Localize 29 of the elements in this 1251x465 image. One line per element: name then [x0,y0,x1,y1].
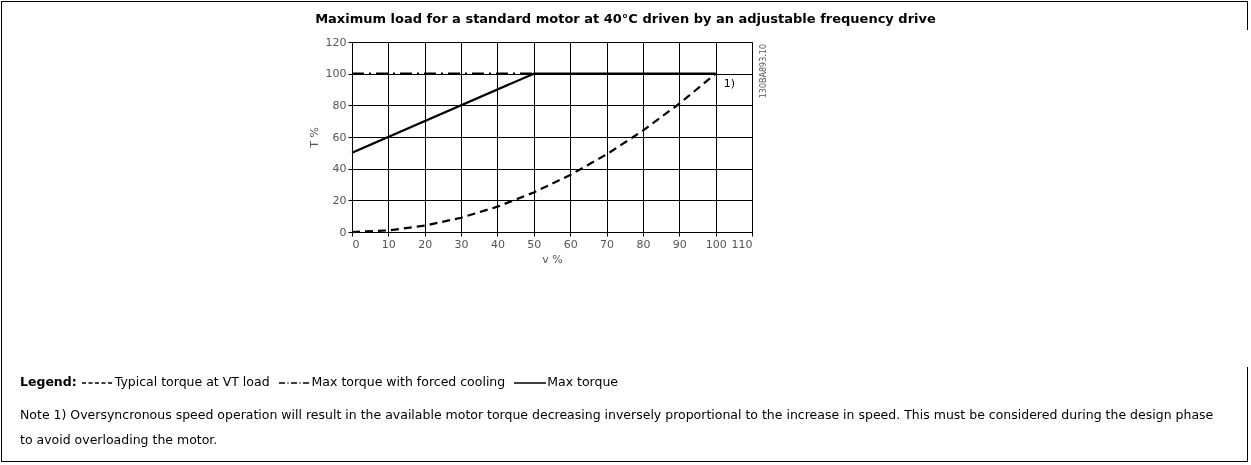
x-tick-label: 60 [563,237,578,251]
x-tick-label: 70 [600,237,615,251]
y-tick-label: 120 [325,35,347,49]
x-tick-label: 10 [381,237,396,251]
y-tick-label: 80 [332,98,347,112]
y-axis-title: T % [307,127,321,149]
x-axis-title: v % [542,252,563,266]
x-tick-label: 110 [731,237,753,251]
x-tick-label: 0 [352,237,360,251]
x-tick-label: 80 [636,237,651,251]
text: 130BA893.10 [759,44,768,99]
y-tick-label: 100 [325,67,347,81]
chart-title: Maximum load for a standard motor at 40°C driven by an adjustable frequency drive [314,11,937,26]
y-tick-label: 60 [332,130,347,144]
x-tick-label: 50 [527,237,542,251]
text: Note 1) Oversyncronous speed operation will result in the available motor torque decreasing inversely proportional to the increase in speed. This must be considered during the design phase to avoid overloading the motor. [20,406,1215,449]
x-tick-label: 100 [705,237,727,251]
x-tick-label: 30 [454,237,469,251]
x-tick-label: 40 [490,237,505,251]
legend-label: Typical torque at VT load [114,374,270,389]
y-tick-label: 0 [339,225,347,239]
x-tick-label: 90 [672,237,687,251]
y-tick-label: 40 [332,162,347,176]
y-tick-label: 20 [332,193,347,207]
x-tick-label: 20 [418,237,433,251]
legend-label: Max torque [547,374,619,389]
annotation: 1) [723,76,735,90]
legend-label: Max torque with forced cooling [311,374,506,389]
legend-title: Legend: [20,374,77,389]
